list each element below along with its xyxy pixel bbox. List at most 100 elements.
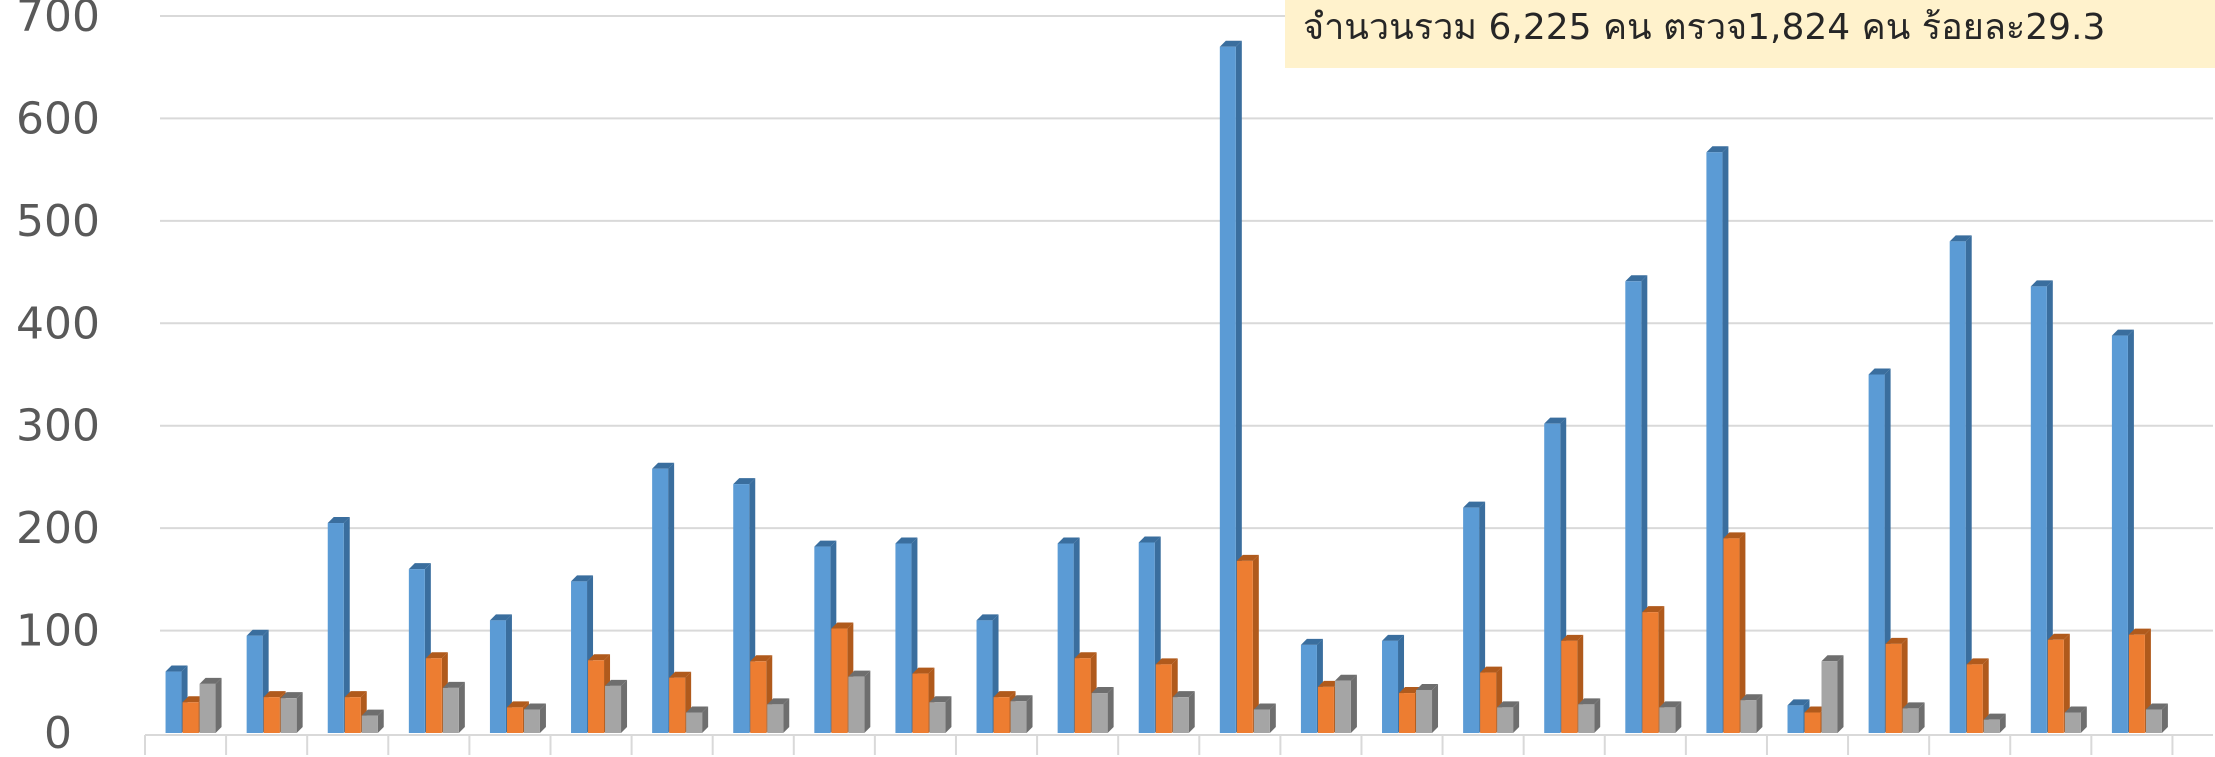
- bar: [1723, 532, 1746, 733]
- bar: [1010, 695, 1033, 733]
- bar-top: [1821, 655, 1844, 662]
- bar-front: [1578, 704, 1595, 733]
- bar: [652, 462, 675, 733]
- bar-front: [327, 523, 344, 733]
- y-tick-label: 500: [16, 196, 100, 247]
- bar-front: [1544, 423, 1561, 733]
- bar-front: [1399, 693, 1416, 733]
- bar-side: [2080, 706, 2087, 733]
- bar-side: [1837, 655, 1844, 733]
- bar-top: [605, 679, 628, 686]
- bar-front: [669, 677, 686, 733]
- bar-front: [848, 676, 865, 733]
- bar-top: [1382, 634, 1405, 641]
- bar-front: [1966, 664, 1983, 733]
- bar: [1074, 652, 1097, 733]
- bar-front: [1497, 707, 1514, 733]
- bar-top: [1416, 683, 1439, 690]
- bar: [929, 696, 952, 733]
- bar-front: [165, 671, 182, 733]
- bar-top: [929, 696, 952, 703]
- bar-front: [1787, 705, 1804, 733]
- bar-front: [1902, 708, 1919, 733]
- bar-front: [2030, 286, 2047, 733]
- bar: [1740, 694, 1763, 733]
- bar-front: [1804, 712, 1821, 733]
- bar-top: [1497, 701, 1520, 708]
- bar-top: [506, 701, 529, 708]
- bar-top: [425, 652, 448, 659]
- bar-front: [2064, 712, 2081, 733]
- bar-side: [505, 614, 512, 733]
- bar-top: [1236, 554, 1259, 561]
- bar-front: [1091, 693, 1108, 733]
- bar-side: [1432, 683, 1439, 733]
- bar: [686, 706, 709, 733]
- bar-side: [1594, 698, 1601, 733]
- bar-front: [929, 702, 946, 733]
- bar-front: [895, 543, 912, 733]
- bar: [199, 677, 222, 733]
- bar-side: [539, 703, 546, 733]
- bar-front: [686, 712, 703, 733]
- bar-front: [1642, 612, 1659, 733]
- bar: [1821, 655, 1844, 733]
- bar-front: [408, 569, 425, 733]
- bar-front: [2128, 634, 2145, 733]
- bar-top: [2030, 280, 2053, 287]
- bar-top: [1480, 666, 1503, 673]
- bar-top: [442, 681, 465, 688]
- bar: [2030, 280, 2053, 733]
- bar-top: [767, 698, 790, 705]
- bar-top: [489, 614, 512, 621]
- bar-top: [750, 655, 773, 662]
- bar-top: [588, 654, 611, 661]
- bar-side: [783, 698, 790, 733]
- bar: [280, 692, 303, 733]
- bar-front: [1463, 507, 1480, 733]
- bar-side: [2161, 703, 2168, 733]
- bar-top: [1219, 40, 1242, 47]
- bar-front: [263, 697, 280, 733]
- bar-front: [2047, 639, 2064, 733]
- bar-front: [1155, 664, 1172, 733]
- bar-front: [912, 673, 929, 733]
- bar-side: [1107, 687, 1114, 733]
- bar-front: [1706, 152, 1723, 734]
- bar-front: [1416, 689, 1433, 733]
- bar-side: [1982, 658, 1989, 733]
- y-tick-label: 100: [16, 606, 100, 657]
- y-tick-label: 700: [16, 0, 100, 42]
- bar-top: [2111, 329, 2134, 336]
- bar-top: [1334, 674, 1357, 681]
- bars: [165, 40, 2168, 734]
- bar-front: [1172, 697, 1189, 733]
- bar-top: [1138, 536, 1161, 543]
- bar: [1642, 606, 1665, 733]
- bar-side: [1188, 691, 1195, 733]
- bar-side: [1269, 703, 1276, 733]
- bar-top: [1804, 706, 1827, 713]
- bar-side: [1675, 701, 1682, 733]
- bar-front: [1219, 46, 1236, 733]
- bar: [1334, 674, 1357, 733]
- bar-top: [993, 691, 1016, 698]
- bar: [1578, 698, 1601, 733]
- bar-front: [1300, 644, 1317, 733]
- bar-front: [1740, 700, 1757, 733]
- bar-top: [669, 671, 692, 678]
- bar-top: [2064, 706, 2087, 713]
- bar-side: [1026, 695, 1033, 733]
- bar-front: [182, 702, 199, 733]
- bar-front: [523, 709, 540, 733]
- bar-top: [848, 670, 871, 677]
- bar-front: [1723, 538, 1740, 733]
- bar-front: [1236, 560, 1253, 733]
- bar-front: [246, 635, 263, 733]
- bar-side: [1965, 235, 1972, 734]
- bar-top: [2047, 633, 2070, 640]
- bar-front: [814, 546, 831, 733]
- bar-top: [895, 537, 918, 544]
- bar: [1497, 701, 1520, 733]
- chart-annotation: จำนวนรวม 6,225 คน ตรวจ1,824 คน ร้อยละ29.…: [1285, 0, 2215, 68]
